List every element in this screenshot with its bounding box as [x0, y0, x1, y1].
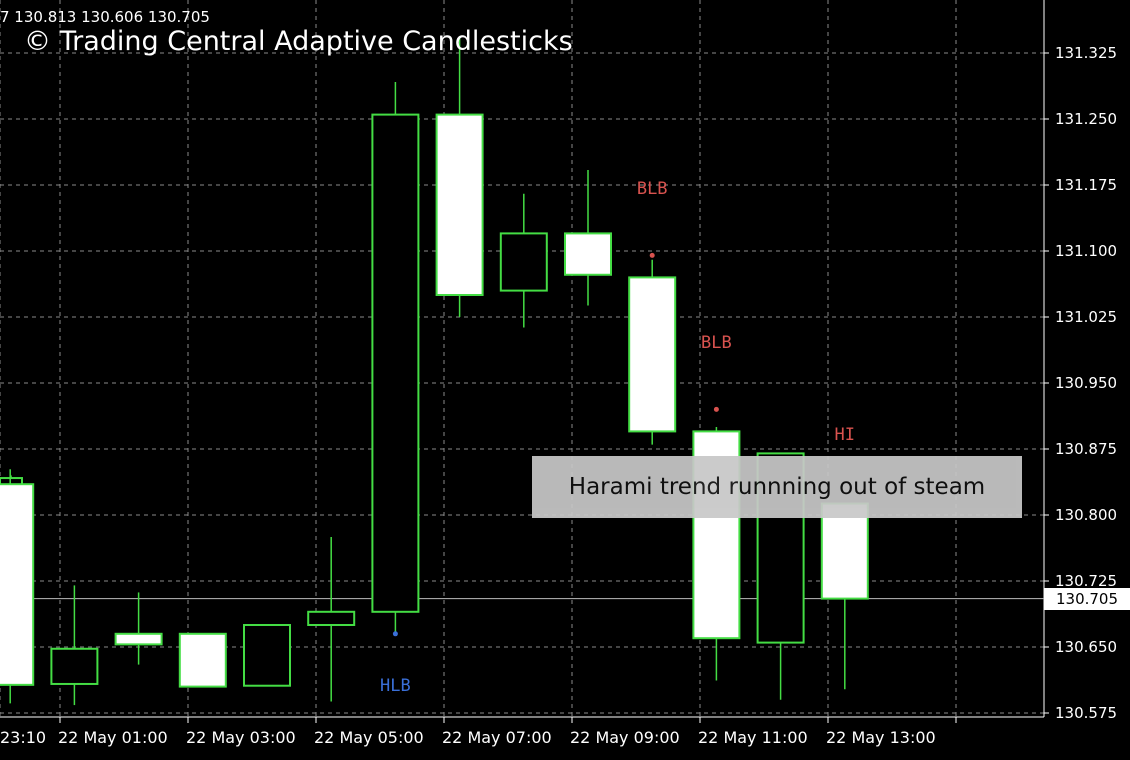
x-tick-label: 22 May 09:00: [570, 728, 680, 747]
bearish-candle-body: [243, 624, 291, 687]
candle: [307, 537, 356, 702]
chart-axes: [0, 0, 1049, 723]
candle: [435, 38, 484, 317]
bearish-candle-body: [499, 232, 548, 292]
bearish-candle-body: [50, 647, 99, 685]
candle: [0, 469, 35, 704]
annotation-callout: Harami trend runnning out of steam: [532, 456, 1022, 518]
bullish-candle-body: [820, 502, 869, 600]
y-tick-label: 131.025: [1055, 308, 1118, 326]
y-tick-label: 130.725: [1055, 572, 1118, 590]
x-tick-label: 22 May 07:00: [442, 728, 552, 747]
x-tick-label: 22 May 13:00: [826, 728, 936, 747]
y-tick-label: 131.175: [1055, 176, 1118, 194]
y-tick-label: 131.100: [1055, 242, 1118, 260]
signal-dot: [392, 631, 398, 637]
candle: [820, 502, 869, 690]
candle: [243, 624, 291, 687]
y-tick-label: 130.650: [1055, 638, 1118, 656]
bullish-candle-body: [564, 232, 612, 276]
pattern-signals: HLB BLB BLB HI: [380, 179, 855, 696]
bullish-candle-body: [114, 632, 163, 646]
y-tick-label: 130.875: [1055, 440, 1118, 458]
signal-dot: [649, 252, 655, 258]
signal-label-hlb: HLB: [380, 676, 411, 696]
current-price-label: 130.705: [1044, 587, 1130, 610]
y-tick-label: 131.325: [1055, 44, 1118, 62]
indicator-title: © Trading Central Adaptive Candlesticks: [24, 26, 573, 57]
candle: [371, 82, 420, 634]
candle: [564, 170, 612, 306]
candle: [499, 193, 548, 328]
x-tick-label: 22 May 01:00: [58, 728, 168, 747]
bearish-candle-body: [371, 113, 420, 613]
y-tick-label: 131.250: [1055, 110, 1118, 128]
bullish-candle-body: [0, 483, 35, 686]
signal-dot: [713, 406, 719, 412]
y-tick-label: 130.575: [1055, 704, 1118, 722]
bullish-candle-body: [628, 276, 677, 433]
bullish-candle-body: [178, 632, 227, 688]
x-tick-label: 22 May 03:00: [186, 728, 296, 747]
bullish-candle-body: [435, 113, 484, 296]
signal-label-hi: HI: [835, 425, 855, 445]
signal-label-blb: BLB: [701, 333, 732, 353]
candle: [114, 592, 163, 665]
x-tick-label: 22 May 05:00: [314, 728, 424, 747]
candle: [628, 259, 677, 445]
candle: [178, 632, 227, 688]
bearish-candle-body: [307, 610, 356, 626]
x-tick-label: 22 May 11:00: [698, 728, 808, 747]
x-tick-label: 23:10: [0, 728, 47, 747]
ohlc-readout: 7 130.813 130.606 130.705: [0, 8, 210, 26]
y-tick-label: 130.950: [1055, 374, 1118, 392]
candles: [0, 38, 869, 706]
y-tick-label: 130.800: [1055, 506, 1118, 524]
signal-label-blb: BLB: [637, 179, 668, 199]
chart-grid: [0, 0, 1044, 717]
candle: [50, 585, 99, 706]
